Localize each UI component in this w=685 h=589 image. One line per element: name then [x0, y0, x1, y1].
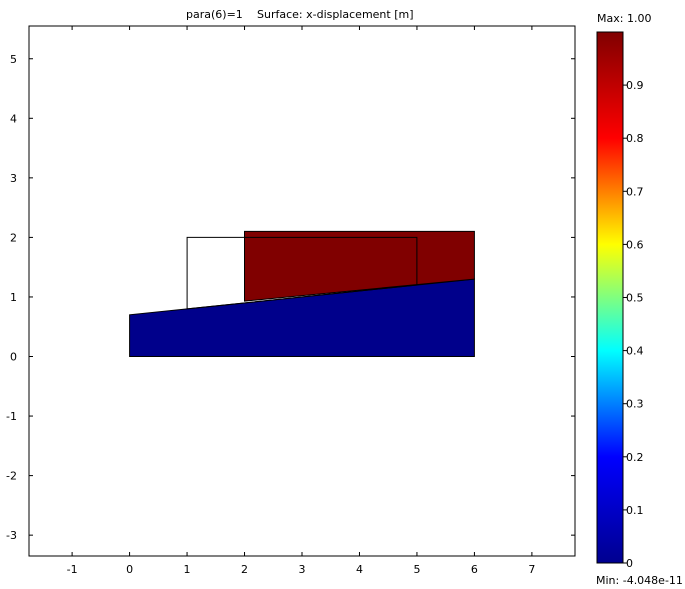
colorbar-tick-label: 0.3 [626, 398, 644, 411]
colorbar-tick-label: 0 [626, 557, 633, 570]
y-axis-ticks: -3 -2 -1 0 1 2 3 4 5 [6, 53, 575, 542]
x-tick-label: 6 [471, 563, 478, 576]
colorbar-tick-label: 0.7 [626, 185, 644, 198]
colorbar-min-label: Min: -4.048e-11 [596, 574, 683, 587]
x-tick-label: -1 [67, 563, 78, 576]
x-tick-label: 2 [241, 563, 248, 576]
colorbar-tick-label: 0.9 [626, 79, 644, 92]
y-tick-label: 0 [10, 351, 17, 364]
x-axis-ticks: -1 0 1 2 3 4 5 6 7 [67, 26, 535, 576]
y-tick-label: 5 [10, 53, 17, 66]
y-tick-label: -1 [6, 410, 17, 423]
x-tick-label: 3 [299, 563, 306, 576]
y-tick-label: -2 [6, 470, 17, 483]
colorbar-max-label: Max: 1.00 [597, 12, 651, 25]
y-tick-label: 3 [10, 172, 17, 185]
undeformed-outline [186, 236, 418, 310]
colorbar-tick-label: 0.4 [626, 345, 644, 358]
x-tick-label: 4 [356, 563, 363, 576]
plot-title-parameter: para(6)=1 [186, 8, 243, 21]
x-tick-label: 0 [126, 563, 133, 576]
y-tick-label: 4 [10, 112, 17, 125]
x-tick-label: 5 [413, 563, 420, 576]
x-tick-label: 7 [528, 563, 535, 576]
colorbar-tick-label: 0.8 [626, 132, 644, 145]
x-tick-label: 1 [184, 563, 191, 576]
colorbar-tick-label: 0.5 [626, 292, 644, 305]
colorbar-tick-label: 0.1 [626, 504, 644, 517]
undeformed-outline-polygon [186, 236, 418, 310]
y-tick-label: -3 [6, 529, 17, 542]
y-tick-label: 1 [10, 291, 17, 304]
colorbar-tick-label: 0.2 [626, 451, 644, 464]
plot-title-surface: Surface: x-displacement [m] [257, 8, 414, 21]
colorbar [596, 31, 624, 564]
colorbar-tick-label: 0.6 [626, 238, 644, 251]
colorbar-ticks: 0 0.1 0.2 0.3 0.4 0.5 0.6 0.7 0.8 0.9 [623, 79, 644, 570]
y-tick-label: 2 [10, 231, 17, 244]
